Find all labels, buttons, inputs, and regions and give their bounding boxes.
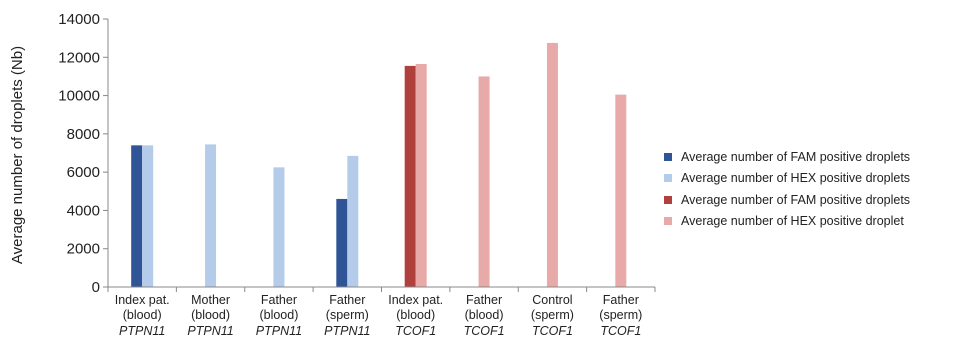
bar bbox=[478, 76, 490, 287]
category-labels: Index pat.(blood)PTPN11Mother(blood)PTPN… bbox=[115, 293, 643, 338]
category-gene-label: PTPN11 bbox=[324, 324, 370, 338]
category-label-line2: (blood) bbox=[191, 308, 230, 322]
category-gene-label: PTPN11 bbox=[187, 324, 233, 338]
legend-label: Average number of FAM positive droplets bbox=[681, 192, 911, 207]
y-tick-label: 4000 bbox=[67, 202, 100, 219]
category-label-line1: Father bbox=[329, 293, 365, 307]
y-tick-label: 14000 bbox=[58, 11, 100, 28]
category-label-line2: (blood) bbox=[123, 308, 162, 322]
category-gene-label: TCOF1 bbox=[464, 324, 505, 338]
category-label-line1: Index pat. bbox=[115, 293, 170, 307]
bars bbox=[131, 42, 627, 288]
category-label-line1: Father bbox=[466, 293, 502, 307]
legend-label: Average number of HEX positive droplets bbox=[681, 171, 911, 186]
category-label-line2: (sperm) bbox=[531, 308, 574, 322]
category-label-line1: Index pat. bbox=[388, 293, 443, 307]
y-tick-label: 10000 bbox=[58, 88, 100, 105]
y-tick-label: 12000 bbox=[58, 49, 100, 66]
legend-swatch bbox=[664, 152, 672, 161]
category-gene-label: PTPN11 bbox=[119, 324, 165, 338]
bar bbox=[336, 198, 348, 287]
category-gene-label: PTPN11 bbox=[256, 324, 302, 338]
category-gene-label: TCOF1 bbox=[532, 324, 573, 338]
y-tick-label: 8000 bbox=[67, 126, 100, 143]
category-label-line1: Mother bbox=[191, 293, 230, 307]
category-label-line1: Control bbox=[532, 293, 572, 307]
legend-item: Average number of FAM positive droplets bbox=[664, 146, 910, 168]
legend-item: Average number of HEX positive droplet bbox=[664, 211, 910, 233]
category-label-line2: (blood) bbox=[259, 308, 298, 322]
y-axis-label: Average number of droplets (Nb) bbox=[9, 46, 26, 264]
category-label-line2: (blood) bbox=[465, 308, 504, 322]
y-tick-label: 0 bbox=[92, 279, 100, 296]
category-label-line1: Father bbox=[261, 293, 297, 307]
y-axis-ticks: 0 2000 4000 6000 8000 10000 12000 14000 bbox=[58, 11, 108, 296]
bar bbox=[404, 65, 416, 288]
bar bbox=[142, 145, 154, 287]
bar bbox=[546, 42, 558, 287]
y-tick-label: 6000 bbox=[67, 164, 100, 181]
legend-item: Average number of FAM positive droplets bbox=[664, 189, 910, 211]
category-label-line2: (sperm) bbox=[599, 308, 642, 322]
category-label-line2: (blood) bbox=[396, 308, 435, 322]
legend-swatch bbox=[664, 217, 672, 226]
legend-label: Average number of HEX positive droplet bbox=[681, 214, 904, 229]
bar bbox=[273, 167, 285, 287]
legend: Average number of FAM positive droplets A… bbox=[664, 146, 910, 232]
legend-swatch bbox=[664, 174, 672, 183]
legend-item: Average number of HEX positive droplets bbox=[664, 168, 910, 190]
category-gene-label: TCOF1 bbox=[395, 324, 436, 338]
axes bbox=[107, 19, 656, 292]
y-tick-label: 2000 bbox=[67, 241, 100, 258]
category-label-line2: (sperm) bbox=[326, 308, 369, 322]
legend-swatch bbox=[664, 195, 672, 204]
bar bbox=[131, 145, 143, 287]
bar bbox=[347, 155, 359, 287]
category-label-line1: Father bbox=[603, 293, 639, 307]
bar bbox=[615, 94, 627, 287]
bar bbox=[205, 144, 217, 287]
legend-label: Average number of FAM positive droplets bbox=[681, 149, 911, 164]
category-gene-label: TCOF1 bbox=[600, 324, 641, 338]
bar bbox=[415, 63, 427, 287]
